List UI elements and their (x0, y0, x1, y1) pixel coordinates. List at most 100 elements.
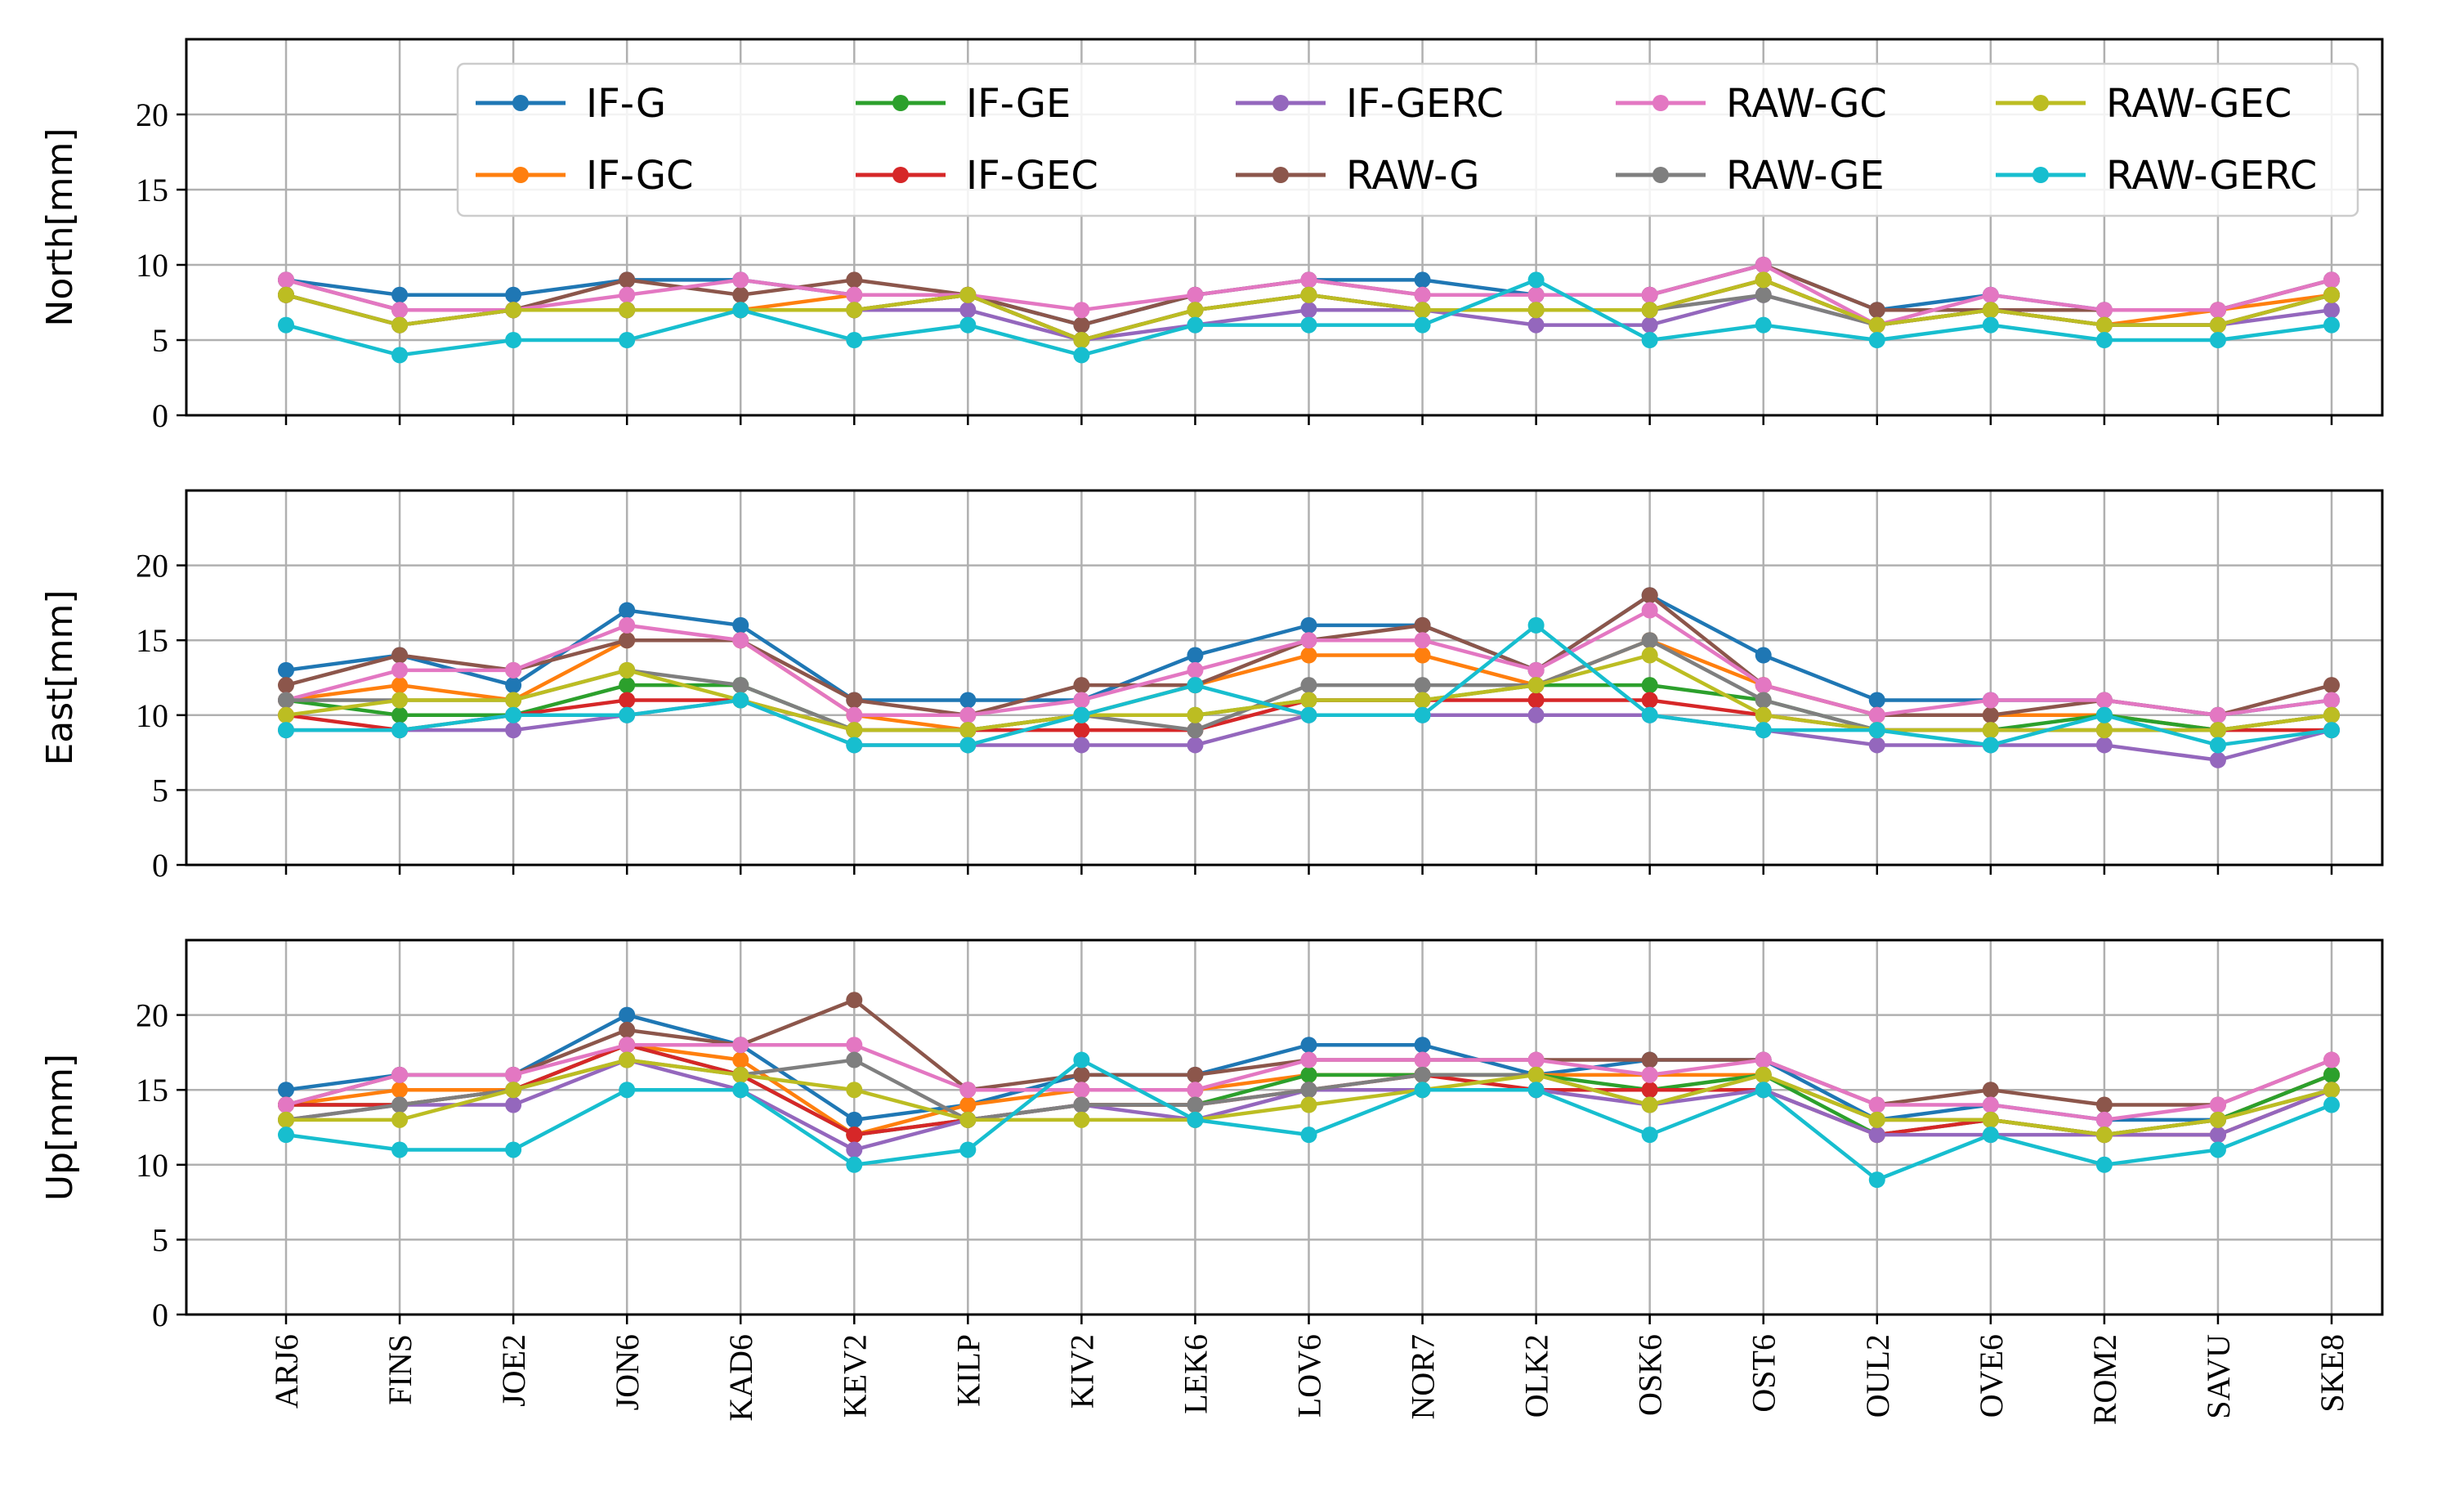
east-point-raw-gerc-kad6 (732, 692, 749, 709)
north-point-raw-gc-kad6 (732, 271, 749, 289)
legend-swatch-marker-raw-g (1272, 167, 1289, 183)
legend-swatch-marker-raw-gc (1652, 95, 1669, 111)
east-point-raw-gerc-savu (2209, 737, 2226, 754)
up-point-raw-gc-savu (2209, 1096, 2226, 1113)
up-point-raw-gerc-ske8 (2323, 1096, 2340, 1113)
up-point-raw-gec-osk6 (1641, 1096, 1658, 1113)
legend-label-raw-gc: RAW-GC (1726, 81, 1887, 127)
legend-label-raw-g: RAW-G (1346, 153, 1479, 199)
up-point-raw-gec-lov6 (1300, 1096, 1317, 1113)
east-point-raw-g-jon6 (619, 632, 636, 649)
up-ytick-label-0: 0 (152, 1297, 168, 1333)
north-point-raw-gec-savu (2209, 316, 2226, 334)
east-point-if-gec-olk2 (1527, 692, 1545, 709)
north-point-raw-gec-olk2 (1527, 302, 1545, 319)
north-point-raw-gerc-olk2 (1527, 271, 1545, 289)
legend-entry-raw-gec: RAW-GEC (1996, 81, 2292, 127)
north-point-raw-gc-jon6 (619, 286, 636, 303)
north-point-raw-gec-nor7 (1414, 302, 1431, 319)
east-point-raw-gec-arj6 (278, 706, 294, 723)
east-point-raw-g-kev2 (846, 692, 863, 709)
x-tick-label-ske8: SKE8 (2314, 1334, 2350, 1413)
north-point-raw-gerc-kad6 (732, 302, 749, 319)
east-point-raw-ge-kad6 (732, 677, 749, 694)
up-point-raw-gerc-osk6 (1641, 1127, 1658, 1144)
north-point-if-gerc-kilp (959, 302, 977, 319)
east-point-raw-gc-oul2 (1868, 706, 1885, 723)
north-point-if-gerc-lov6 (1300, 302, 1317, 319)
up-point-if-g-lov6 (1300, 1037, 1317, 1054)
north-point-raw-gec-kev2 (846, 302, 863, 319)
north-point-raw-g-jon6 (619, 271, 636, 289)
east-point-raw-gc-osk6 (1641, 602, 1658, 619)
up-point-raw-gerc-olk2 (1527, 1082, 1545, 1099)
east-point-raw-gc-joe2 (505, 661, 522, 679)
north-point-raw-gec-fins (391, 316, 409, 334)
east-point-if-gc-fins (391, 677, 409, 694)
east-point-raw-ge-ost6 (1755, 692, 1772, 709)
north-point-raw-gc-olk2 (1527, 286, 1545, 303)
x-tick-label-ove6: OVE6 (1973, 1334, 2010, 1418)
legend-swatch-marker-if-ge (892, 95, 909, 111)
north-axes-frame (185, 38, 2384, 417)
east-point-raw-gc-lek6 (1187, 661, 1204, 679)
east-point-raw-gerc-lek6 (1187, 677, 1204, 694)
up-point-raw-gec-joe2 (505, 1082, 522, 1099)
east-point-raw-gc-jon6 (619, 616, 636, 634)
up-point-raw-g-jon6 (619, 1021, 636, 1038)
north-ylabel: North[mm] (39, 128, 81, 326)
north-point-raw-gerc-nor7 (1414, 316, 1431, 334)
up-point-raw-gc-ost6 (1755, 1051, 1772, 1068)
east-point-if-g-ost6 (1755, 647, 1772, 664)
up-point-raw-gec-savu (2209, 1111, 2226, 1128)
east-point-raw-g-fins (391, 647, 409, 664)
east-point-raw-gec-nor7 (1414, 692, 1431, 709)
east-point-raw-gerc-nor7 (1414, 706, 1431, 723)
north-point-raw-gc-lek6 (1187, 286, 1204, 303)
up-point-raw-gc-kad6 (732, 1037, 749, 1054)
east-point-raw-gec-ost6 (1755, 706, 1772, 723)
east-point-raw-gerc-fins (391, 722, 409, 739)
up-point-raw-gerc-kiv2 (1073, 1051, 1090, 1068)
east-point-raw-gerc-oul2 (1868, 722, 1885, 739)
north-ytick-label-0: 0 (152, 397, 168, 434)
up-point-raw-g-kiv2 (1073, 1066, 1090, 1083)
east-point-if-ge-jon6 (619, 677, 636, 694)
up-point-raw-gc-joe2 (505, 1066, 522, 1083)
east-point-raw-gerc-ove6 (1982, 737, 1999, 754)
north-point-raw-gec-arj6 (278, 286, 294, 303)
up-point-raw-gerc-nor7 (1414, 1082, 1431, 1099)
up-point-raw-gec-ove6 (1982, 1111, 1999, 1128)
up-point-raw-gerc-savu (2209, 1141, 2226, 1158)
up-point-raw-gerc-fins (391, 1141, 409, 1158)
up-point-raw-gc-arj6 (278, 1096, 294, 1113)
north-ytick-label-20: 20 (136, 96, 168, 133)
east-point-if-g-oul2 (1868, 692, 1885, 709)
up-point-raw-gec-olk2 (1527, 1066, 1545, 1083)
up-point-raw-g-osk6 (1641, 1051, 1658, 1068)
east-point-raw-gec-savu (2209, 722, 2226, 739)
north-point-if-gerc-osk6 (1641, 316, 1658, 334)
up-point-raw-gc-kilp (959, 1082, 977, 1099)
north-point-raw-gerc-joe2 (505, 332, 522, 348)
north-point-raw-gerc-lov6 (1300, 316, 1317, 334)
x-tick-labels: ARJ6 FINS JOE2 JON6 KAD6 KEV2 KILP KIV2 LEK6 LOV6… (268, 1334, 2350, 1425)
up-point-raw-gc-kiv2 (1073, 1082, 1090, 1099)
up-point-if-g-arj6 (278, 1082, 294, 1099)
up-point-if-gerc-kev2 (846, 1141, 863, 1158)
north-point-raw-gerc-ost6 (1755, 316, 1772, 334)
east-point-if-g-joe2 (505, 677, 522, 694)
east-point-raw-ge-arj6 (278, 692, 294, 709)
east-point-if-gerc-olk2 (1527, 706, 1545, 723)
north-point-raw-g-kiv2 (1073, 316, 1090, 334)
north-point-raw-gerc-osk6 (1641, 332, 1658, 348)
up-point-if-gerc-oul2 (1868, 1127, 1885, 1144)
x-tick-label-osk6: OSK6 (1632, 1334, 1669, 1416)
east-point-raw-gerc-olk2 (1527, 616, 1545, 634)
east-point-raw-gerc-rom2 (2095, 706, 2113, 723)
north-point-raw-gerc-ske8 (2323, 316, 2340, 334)
up-ytick-label-20: 20 (136, 997, 168, 1034)
north-point-if-gerc-ske8 (2323, 302, 2340, 319)
east-point-if-gc-lov6 (1300, 647, 1317, 664)
up-point-raw-gc-osk6 (1641, 1066, 1658, 1083)
